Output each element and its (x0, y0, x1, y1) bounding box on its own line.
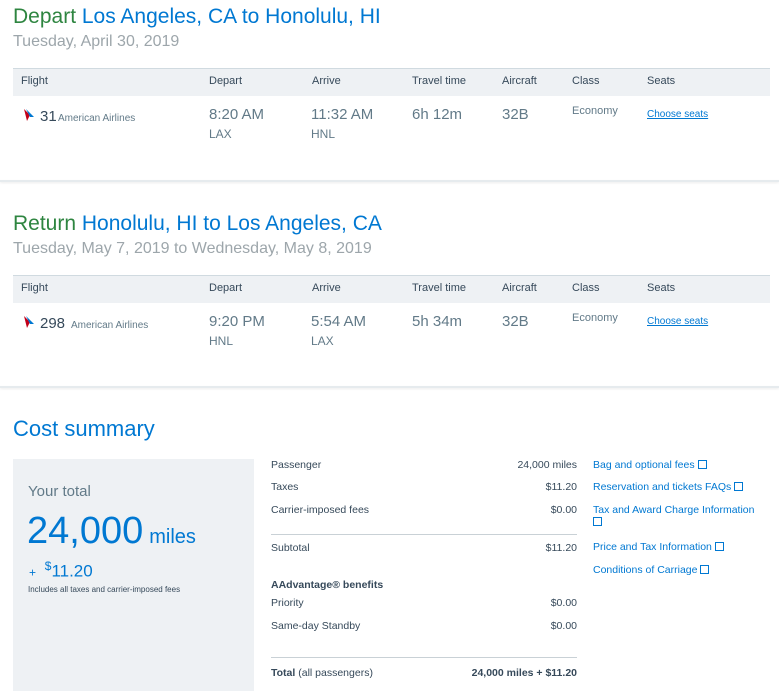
price-tax-info-link[interactable]: Price and Tax Information (593, 541, 724, 553)
airline-name: American Airlines (71, 320, 149, 331)
return-route: Honolulu, HI to Los Angeles, CA (81, 212, 382, 235)
arrive-time: 5:54 AM (311, 313, 367, 330)
external-link-icon (700, 565, 710, 574)
depart-time: 8:20 AM (209, 106, 265, 123)
aadvantage-benefits-title: AAdvantage® benefits (271, 579, 384, 591)
standby-value: $0.00 (550, 620, 577, 632)
col-depart: Depart (209, 282, 243, 294)
aircraft: 32B (502, 313, 529, 330)
col-arrive: Arrive (312, 282, 341, 294)
total-label-suffix: (all passengers) (298, 667, 373, 679)
col-aircraft: Aircraft (502, 282, 537, 294)
carrier-fees-label: Carrier-imposed fees (271, 504, 370, 516)
reservation-faq-link[interactable]: Reservation and tickets FAQs (593, 481, 744, 493)
depart-segment: Depart Los Angeles, CA to Honolulu, HI T… (0, 0, 779, 185)
return-keyword: Return (13, 212, 77, 235)
external-link-icon (593, 517, 602, 526)
travel-time: 5h 34m (412, 313, 463, 330)
your-total-panel: Your total 24,000 miles + $11.20 Includes… (13, 459, 254, 691)
flight-number: 31 (40, 108, 57, 125)
travel-time: 6h 12m (412, 106, 463, 123)
american-airlines-logo-icon (24, 316, 34, 328)
currency-symbol: $ (44, 559, 52, 573)
conditions-carriage-link[interactable]: Conditions of Carriage (593, 564, 710, 576)
col-class: Class (572, 75, 600, 87)
col-arrive: Arrive (312, 75, 341, 87)
flight-number: 298 (40, 315, 66, 332)
col-flight: Flight (21, 75, 48, 87)
col-depart: Depart (209, 75, 243, 87)
choose-seats-link[interactable]: Choose seats (647, 109, 709, 120)
carrier-fees-value: $0.00 (550, 504, 577, 516)
subtotal-value: $11.20 (545, 542, 577, 554)
total-cash-value: 11.20 (51, 561, 93, 581)
depart-keyword: Depart (13, 5, 77, 28)
standby-label: Same-day Standby (271, 620, 361, 632)
subtotal-divider (271, 534, 577, 535)
priority-label: Priority (271, 597, 304, 609)
passenger-label: Passenger (271, 459, 322, 471)
return-segment: Return Honolulu, HI to Los Angeles, CA T… (0, 207, 779, 392)
airline-name: American Airlines (58, 113, 136, 124)
depart-time: 9:20 PM (209, 313, 265, 330)
col-aircraft: Aircraft (502, 75, 537, 87)
taxes-value: $11.20 (545, 481, 577, 493)
col-travel-time: Travel time (412, 282, 466, 294)
depart-date: Tuesday, April 30, 2019 (13, 33, 180, 50)
bag-fees-link[interactable]: Bag and optional fees (593, 459, 707, 471)
choose-seats-link[interactable]: Choose seats (647, 316, 709, 327)
tax-award-info-link[interactable]: Tax and Award Charge Information (593, 504, 754, 528)
total-miles: 24,000 miles (27, 510, 196, 553)
return-table-header: Flight Depart Arrive Travel time Aircraf… (13, 275, 770, 303)
col-seats: Seats (647, 282, 676, 294)
aircraft: 32B (502, 106, 529, 123)
depart-table-header: Flight Depart Arrive Travel time Aircraf… (13, 68, 770, 96)
priority-value: $0.00 (550, 597, 577, 609)
external-link-icon (697, 460, 707, 469)
segment-divider (0, 180, 779, 182)
total-miles-value: 24,000 (27, 510, 144, 552)
col-travel-time: Travel time (412, 75, 466, 87)
cost-breakdown: Passenger 24,000 miles Taxes $11.20 Carr… (271, 458, 577, 688)
return-flight-row: 298 American Airlines 9:20 PM HNL 5:54 A… (13, 307, 770, 367)
segment-divider (0, 386, 779, 388)
american-airlines-logo-icon (24, 109, 34, 121)
includes-note: Includes all taxes and carrier-imposed f… (28, 585, 181, 594)
total-label-strong: Total (271, 667, 296, 679)
total-cash: + $11.20 (29, 559, 93, 582)
col-class: Class (572, 282, 600, 294)
depart-flight-row: 31 American Airlines 8:20 AM LAX 11:32 A… (13, 100, 770, 160)
depart-airport: LAX (209, 127, 232, 141)
total-label: Total (all passengers) (271, 667, 373, 679)
cabin-class: Economy (572, 312, 618, 324)
subtotal-label: Subtotal (271, 542, 310, 554)
arrive-airport: HNL (311, 127, 336, 141)
return-heading: Return Honolulu, HI to Los Angeles, CA (13, 212, 382, 236)
external-link-icon (734, 482, 744, 491)
return-date: Tuesday, May 7, 2019 to Wednesday, May 8… (13, 240, 372, 257)
arrive-airport: LAX (311, 334, 334, 348)
total-divider (271, 657, 577, 658)
external-link-icon (714, 542, 724, 551)
plus-sign: + (29, 565, 37, 580)
cabin-class: Economy (572, 105, 618, 117)
grand-total-value: 24,000 miles + $11.20 (471, 667, 577, 679)
cost-summary-title: Cost summary (13, 416, 155, 441)
col-seats: Seats (647, 75, 676, 87)
passenger-value: 24,000 miles (517, 459, 577, 471)
your-total-label: Your total (28, 483, 91, 500)
depart-airport: HNL (209, 334, 234, 348)
arrive-time: 11:32 AM (311, 106, 374, 123)
col-flight: Flight (21, 282, 48, 294)
total-miles-unit: miles (149, 526, 196, 548)
taxes-label: Taxes (271, 481, 299, 493)
depart-heading: Depart Los Angeles, CA to Honolulu, HI (13, 5, 381, 29)
depart-route: Los Angeles, CA to Honolulu, HI (81, 5, 381, 28)
